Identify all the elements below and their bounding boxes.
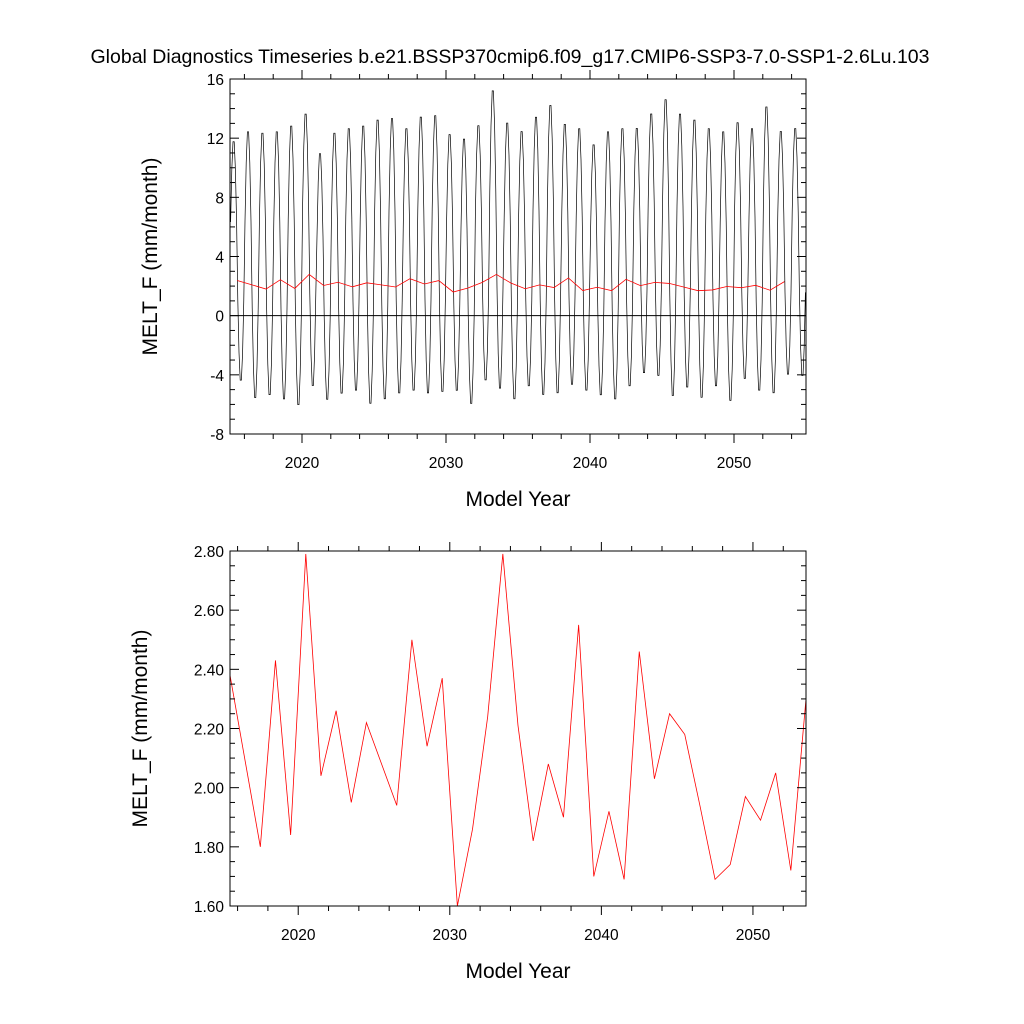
annual-mean-line — [237, 273, 785, 293]
x-tick-label: 2040 — [573, 455, 608, 472]
y-tick-label: 8 — [215, 190, 224, 207]
monthly-series-line — [230, 90, 806, 406]
x-tick-label: 2040 — [584, 927, 619, 944]
annual-mean-line — [230, 553, 806, 906]
x-axis-label: Model Year — [465, 488, 570, 511]
y-axis-label: MELT_F (mm/month) — [139, 158, 162, 356]
y-tick-label: 0 — [215, 309, 224, 326]
y-tick-label: -8 — [210, 427, 224, 444]
x-tick-label: 2030 — [429, 455, 464, 472]
x-tick-label: 2020 — [281, 927, 316, 944]
y-tick-label: 12 — [207, 131, 224, 148]
x-tick-label: 2050 — [736, 927, 771, 944]
y-tick-label: -4 — [210, 368, 224, 385]
x-tick-label: 2050 — [717, 455, 752, 472]
y-tick-label: 2.00 — [194, 781, 225, 798]
bottom-panel: 1.60 1.80 2.00 2.20 2.40 2.60 2.80 2020 2030 2040… — [129, 542, 807, 983]
y-tick-label: 1.60 — [194, 899, 225, 916]
y-axis-label: MELT_F (mm/month) — [129, 630, 152, 828]
y-tick-label: 2.40 — [194, 662, 225, 679]
y-tick-label: 2.20 — [194, 722, 225, 739]
x-tick-label: 2030 — [433, 927, 468, 944]
x-axis-label: Model Year — [465, 960, 570, 983]
chart-title: Global Diagnostics Timeseries b.e21.BSSP… — [91, 46, 930, 68]
y-tick-label: 2.60 — [194, 603, 225, 620]
y-tick-label: 16 — [207, 72, 224, 89]
y-tick-label: 1.80 — [194, 840, 225, 857]
y-tick-label: 2.80 — [194, 544, 225, 561]
y-tick-label: 4 — [215, 250, 224, 267]
top-panel: -8 -4 0 4 8 12 16 2020 2030 2040 2050 Model Year M… — [139, 70, 807, 511]
x-tick-label: 2020 — [285, 455, 320, 472]
